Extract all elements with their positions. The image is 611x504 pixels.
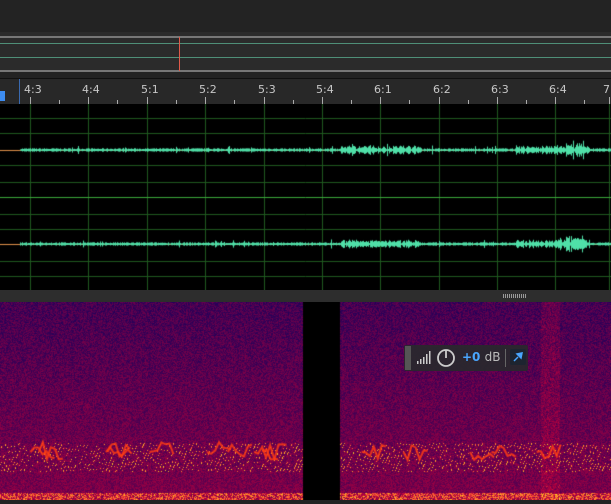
ruler-minor-tick bbox=[234, 100, 235, 104]
ruler-minor-tick bbox=[468, 100, 469, 104]
ruler-label: 5:1 bbox=[141, 83, 159, 96]
pin-icon bbox=[513, 352, 523, 362]
playhead-marker bbox=[179, 37, 180, 71]
ruler-label: 5:2 bbox=[199, 83, 217, 96]
spectral-display[interactable] bbox=[0, 302, 611, 500]
gain-value[interactable]: +0 dB bbox=[462, 350, 501, 364]
overview-navigator[interactable] bbox=[0, 32, 611, 72]
ruler-label: 5:4 bbox=[316, 83, 334, 96]
ruler-tick bbox=[609, 97, 610, 104]
ruler-tick bbox=[497, 97, 498, 104]
divider bbox=[505, 349, 506, 367]
ruler-label: 4:4 bbox=[82, 83, 100, 96]
ruler-minor-tick bbox=[176, 100, 177, 104]
overview-waveform bbox=[0, 36, 611, 72]
pin-button[interactable] bbox=[510, 349, 526, 365]
grip-icon[interactable] bbox=[503, 294, 527, 298]
ruler-minor-tick bbox=[409, 100, 410, 104]
gain-hud[interactable]: +0 dB bbox=[404, 345, 528, 371]
ruler-minor-tick bbox=[584, 100, 585, 104]
ruler-tick bbox=[30, 97, 31, 104]
ruler-tick bbox=[322, 97, 323, 104]
ruler-tick bbox=[264, 97, 265, 104]
ruler-minor-tick bbox=[59, 100, 60, 104]
ruler-label: 6:1 bbox=[374, 83, 392, 96]
ruler-tick bbox=[555, 97, 556, 104]
ruler-tick bbox=[439, 97, 440, 104]
power-icon[interactable] bbox=[436, 348, 456, 368]
ruler-tick bbox=[147, 97, 148, 104]
time-ruler[interactable]: 4:3 4:4 5:1 5:2 5:3 5:4 6:1 6:2 6:3 6:4 7 bbox=[0, 78, 611, 105]
ruler-minor-tick bbox=[117, 100, 118, 104]
waveform-display[interactable] bbox=[0, 104, 611, 290]
ruler-label: 5:3 bbox=[258, 83, 276, 96]
top-toolbar bbox=[0, 0, 611, 32]
panel-resize-handle[interactable] bbox=[0, 290, 611, 302]
ruler-label: 6:2 bbox=[433, 83, 451, 96]
ruler-tick bbox=[205, 97, 206, 104]
ruler-label: 7 bbox=[603, 83, 610, 96]
playhead-line bbox=[19, 79, 20, 105]
signal-strength-icon bbox=[417, 351, 431, 364]
ruler-minor-tick bbox=[293, 100, 294, 104]
ruler-label: 6:3 bbox=[491, 83, 509, 96]
ruler-tick bbox=[88, 97, 89, 104]
ruler-label: 4:3 bbox=[24, 83, 42, 96]
ruler-minor-tick bbox=[351, 100, 352, 104]
ruler-label: 6:4 bbox=[549, 83, 567, 96]
ruler-tick bbox=[380, 97, 381, 104]
drag-handle[interactable] bbox=[405, 346, 411, 370]
start-marker-icon[interactable] bbox=[0, 91, 5, 101]
ruler-minor-tick bbox=[526, 100, 527, 104]
